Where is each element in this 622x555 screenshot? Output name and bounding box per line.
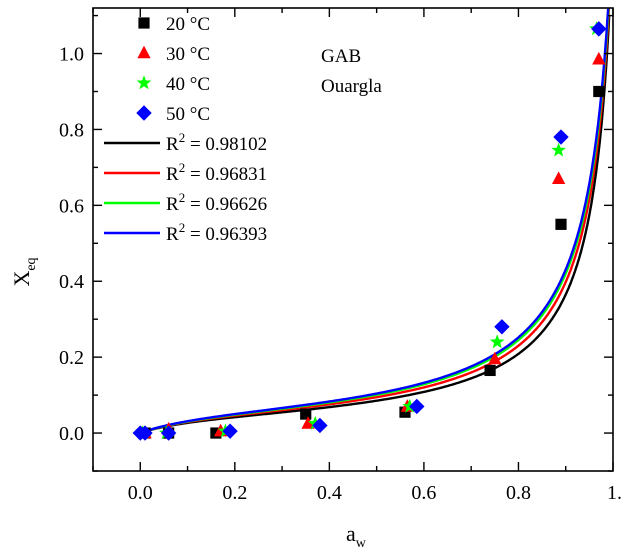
x-tick-label: 0.4: [317, 482, 342, 504]
data-point-4-7: [494, 319, 510, 335]
data-point-1-5: [399, 406, 411, 418]
data-point-1-4: [300, 408, 312, 420]
data-point-4-3: [160, 425, 177, 441]
fit-curves: [139, 8, 611, 435]
data-point-4-9: [591, 21, 607, 37]
legend-fit-label-2: R2 = 0.96831: [166, 160, 267, 185]
legend-fit-label-4: R2 = 0.96393: [166, 220, 267, 245]
x-tick-label: 0.2: [222, 482, 247, 504]
fit-curve-1: [139, 14, 611, 435]
legend-fit-value: = 0.96831: [185, 164, 267, 185]
y-tick-label: 0.4: [59, 271, 84, 293]
data-point-4-8: [553, 129, 569, 145]
y-tick-label: 0.0: [59, 423, 84, 445]
x-tick-label: 0.0: [128, 482, 153, 504]
data-point-2-7: [551, 171, 566, 185]
y-axis-title-main: X: [9, 271, 34, 287]
x-axis-title-main: a: [346, 521, 356, 546]
data-point-3-7: [551, 142, 566, 157]
data-point-1-6: [484, 364, 496, 377]
data-point-4-6: [409, 398, 425, 415]
legend-marker-1: [138, 17, 150, 29]
legend-label-1: 20 °C: [166, 14, 210, 35]
legend-fit-sup: 2: [179, 220, 186, 235]
legend-fit-label-3: R2 = 0.96626: [166, 190, 267, 215]
legend-fit-label-1: R2 = 0.98102: [166, 130, 267, 155]
annotation-model: GAB: [321, 46, 361, 67]
data-point-2-8: [592, 51, 606, 65]
legend-fit-sup: 2: [179, 160, 186, 175]
data-point-3-6: [489, 334, 505, 349]
x-tick-label-clipped: 1.: [607, 482, 622, 504]
data-point-4-5: [312, 417, 328, 434]
legend-fit-r: R: [166, 194, 179, 215]
legend-fit-value: = 0.96393: [185, 224, 267, 245]
legend-fit-sup: 2: [179, 130, 186, 145]
plot-frame: [92, 7, 614, 472]
data-markers: [132, 21, 607, 441]
fit-curve-4: [139, 8, 610, 435]
legend-fit-r: R: [166, 164, 179, 185]
data-point-1-8: [593, 85, 605, 98]
legend-marker-4: [136, 105, 152, 121]
legend-label-2: 30 °C: [166, 44, 210, 65]
legend-fit-r: R: [166, 134, 179, 155]
legend-marker-3: [136, 75, 152, 90]
y-tick-label: 0.6: [59, 195, 84, 217]
axes: 0.0 0.2 0.4 0.6 0.8 1. 0.0 0.2 0.4 0.6 0.8 1.0: [59, 7, 622, 504]
legend-fit-value: = 0.98102: [185, 134, 267, 155]
data-point-4-2: [137, 425, 153, 441]
data-point-2-4: [301, 416, 315, 429]
legend-marker-2: [137, 45, 151, 59]
data-point-1-7: [555, 218, 567, 230]
legend-label-3: 40 °C: [166, 74, 210, 95]
y-axis-title-sub: eq: [24, 257, 39, 270]
x-tick-label: 0.8: [506, 482, 531, 504]
legend-fit-sup: 2: [179, 190, 186, 205]
legend-fit-r: R: [166, 224, 179, 245]
data-point-2-6: [488, 351, 502, 365]
x-axis-title: aw: [346, 521, 367, 551]
data-point-4-4: [222, 423, 238, 439]
x-axis-title-sub: w: [356, 536, 367, 551]
data-point-3-5: [402, 398, 418, 413]
annotation-location: Ouargla: [321, 76, 382, 97]
y-tick-label: 0.8: [59, 119, 84, 141]
y-tick-label: 1.0: [59, 44, 84, 66]
x-tick-label: 0.6: [411, 482, 436, 504]
y-tick-label: 0.2: [59, 347, 84, 369]
legend-label-4: 50 °C: [166, 104, 210, 125]
legend-fit-value: = 0.96626: [185, 194, 267, 215]
y-axis-title: Xeq: [9, 257, 39, 286]
